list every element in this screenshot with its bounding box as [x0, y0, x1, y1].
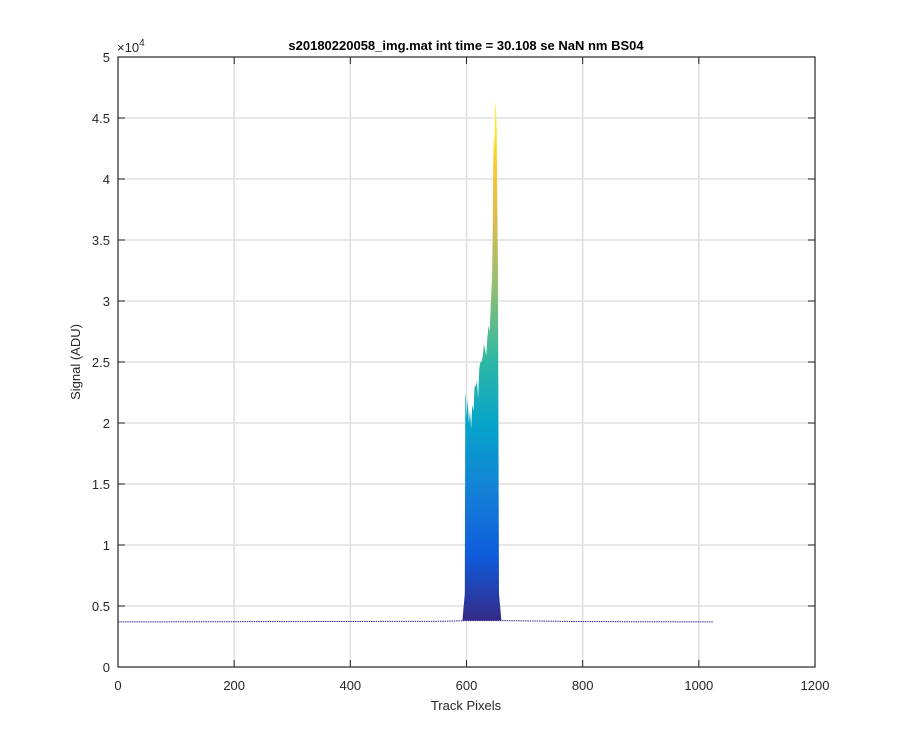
x-tick-label: 400 [339, 678, 361, 693]
y-tick-label: 1 [103, 538, 110, 553]
chart-title: s20180220058_img.mat int time = 30.108 s… [288, 38, 644, 53]
y-tick-label: 5 [103, 50, 110, 65]
x-tick-label: 1000 [684, 678, 713, 693]
y-tick-label: 0 [103, 660, 110, 675]
y-tick-label: 1.5 [92, 477, 110, 492]
y-tick-label: 3.5 [92, 233, 110, 248]
y-tick-label: 0.5 [92, 599, 110, 614]
x-tick-label: 0 [114, 678, 121, 693]
x-axis-label: Track Pixels [431, 698, 502, 713]
y-exponent-power: 4 [139, 38, 145, 49]
y-tick-label: 4.5 [92, 111, 110, 126]
y-exponent-label: ×104 [117, 38, 145, 55]
signal-peak-area [462, 99, 502, 621]
x-tick-label: 800 [572, 678, 594, 693]
x-tick-label: 600 [456, 678, 478, 693]
y-tick-label: 4 [103, 172, 110, 187]
baseline-trace [118, 620, 713, 623]
data-layer [118, 99, 713, 623]
axes-layer: 0 200 400 600 800 1000 1200 0 0.5 1 1.5 2 2.5 3 3.5 4 4.… [92, 50, 830, 693]
y-axis-label: Signal (ADU) [68, 324, 83, 400]
x-tick-label: 200 [223, 678, 245, 693]
y-tick-label: 3 [103, 294, 110, 309]
y-tick-label: 2 [103, 416, 110, 431]
y-exponent-base: ×10 [117, 40, 139, 55]
labels-layer: s20180220058_img.mat int time = 30.108 s… [68, 38, 644, 713]
y-tick-label: 2.5 [92, 355, 110, 370]
x-tick-label: 1200 [801, 678, 830, 693]
